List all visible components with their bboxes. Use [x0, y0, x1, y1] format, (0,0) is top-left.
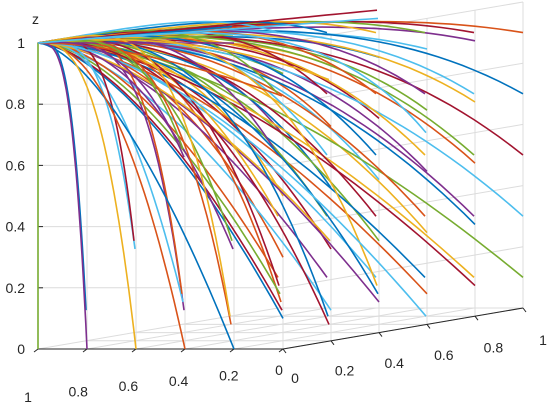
trajectory-line [38, 42, 283, 97]
x-tick-label: 0 [275, 362, 283, 378]
x-tick-mark [180, 348, 186, 353]
trajectory-line [37, 42, 331, 242]
floor-grid-line [86, 307, 328, 350]
z-tick-label: 0.4 [6, 219, 26, 235]
trajectory-line [38, 42, 427, 317]
trajectory-line [37, 36, 378, 286]
x-tick-mark [278, 348, 284, 353]
x-tick-label: 0.6 [119, 378, 139, 394]
trajectories [37, 9, 524, 350]
trajectory-line [37, 41, 185, 158]
trajectory-line [37, 41, 330, 325]
y-tick-label: 0 [291, 370, 299, 386]
trajectory-line [37, 41, 524, 279]
trajectory-line [37, 42, 186, 350]
z-tick-label: 1 [17, 35, 25, 51]
y-axis-line [282, 307, 524, 350]
z-tick-label: 0.2 [6, 280, 26, 296]
floor-grid-line [184, 307, 426, 350]
x-tick-label: 0.8 [68, 384, 88, 400]
x-tick-label: 0.4 [169, 373, 189, 389]
y-tick-mark [282, 348, 287, 354]
y-tick-mark [330, 340, 335, 346]
trajectory-line [37, 42, 283, 311]
z-axis-label: z [32, 11, 39, 27]
y-tick-label: 0.4 [384, 355, 404, 371]
wall-grid-line [282, 123, 524, 166]
y-tick-mark [474, 315, 479, 321]
tick-labels: 0 0.2 0.4 0.6 0.8 1 0 0.2 0.4 0.6 0.8 1 0 0.2 0.4 0.6 0.… [6, 35, 548, 405]
floor-grid-line [135, 307, 377, 350]
trajectory-line [37, 34, 231, 317]
x-tick-label: 1 [24, 389, 32, 405]
y-tick-label: 0.6 [434, 347, 454, 363]
y-tick-label: 0.8 [484, 340, 504, 356]
z-tick-label: 0.8 [6, 96, 26, 112]
y-tick-mark [378, 332, 383, 337]
trajectory-line [37, 41, 279, 278]
trajectory-line [37, 42, 476, 287]
z-tick-label: 0.6 [6, 157, 26, 173]
trajectory-line [38, 42, 137, 350]
floor-grid-line [37, 307, 279, 350]
z-tick-label: 0 [17, 341, 25, 357]
x-tick-mark [131, 348, 137, 353]
trajectory-line [37, 42, 235, 350]
trajectory-line [37, 42, 284, 319]
wall-grid-line [282, 246, 524, 289]
trajectory-line [37, 34, 234, 44]
y-tick-label: 1 [539, 332, 547, 348]
x-tick-mark [33, 348, 39, 353]
floor-grid-line [233, 307, 475, 350]
y-tick-mark [426, 324, 431, 329]
y-tick-mark [522, 307, 527, 313]
x-tick-mark [229, 348, 235, 353]
trajectory-line [37, 41, 87, 311]
x-tick-mark [82, 348, 88, 353]
x-tick-label: 0.2 [219, 367, 239, 383]
y-tick-label: 0.2 [335, 362, 355, 378]
wall-grid-line [282, 62, 524, 105]
trajectory-line [37, 32, 427, 134]
